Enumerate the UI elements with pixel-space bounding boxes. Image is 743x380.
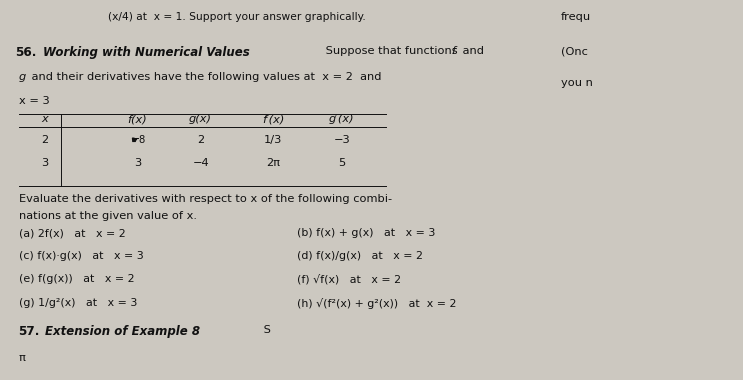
Text: 5: 5	[338, 158, 345, 168]
Text: Suppose that functions: Suppose that functions	[322, 46, 461, 56]
Text: (x/4) at  x = 1. Support your answer graphically.: (x/4) at x = 1. Support your answer grap…	[108, 12, 366, 22]
Text: Extension of Example 8: Extension of Example 8	[45, 325, 200, 338]
Text: f(x): f(x)	[128, 114, 147, 124]
Text: g′(x): g′(x)	[329, 114, 354, 124]
Text: 3: 3	[41, 158, 48, 168]
Text: 2π: 2π	[267, 158, 280, 168]
Text: x = 3: x = 3	[19, 96, 49, 106]
Text: and: and	[459, 46, 484, 56]
Text: −3: −3	[334, 135, 350, 145]
Text: 57.: 57.	[19, 325, 40, 338]
Text: g(x): g(x)	[189, 114, 212, 124]
Text: frequ: frequ	[561, 12, 591, 22]
Text: 56.: 56.	[15, 46, 36, 59]
Text: 2: 2	[41, 135, 48, 145]
Text: and their derivatives have the following values at  x = 2  and: and their derivatives have the following…	[28, 72, 382, 82]
Text: x: x	[41, 114, 48, 124]
Text: 1/3: 1/3	[265, 135, 282, 145]
Text: 3: 3	[134, 158, 141, 168]
Text: (g) 1/g²(x)   at   x = 3: (g) 1/g²(x) at x = 3	[19, 298, 137, 308]
Text: Working with Numerical Values: Working with Numerical Values	[43, 46, 250, 59]
Text: (d) f(x)/g(x)   at   x = 2: (d) f(x)/g(x) at x = 2	[297, 251, 423, 261]
Text: you n: you n	[561, 78, 593, 88]
Text: −4: −4	[192, 158, 209, 168]
Text: π: π	[19, 353, 25, 363]
Text: g: g	[19, 72, 26, 82]
Text: f: f	[451, 46, 455, 56]
Text: (Onc: (Onc	[561, 46, 588, 56]
Text: ☛8: ☛8	[130, 135, 145, 145]
Text: S: S	[260, 325, 271, 335]
Text: (h) √(f²(x) + g²(x))   at  x = 2: (h) √(f²(x) + g²(x)) at x = 2	[297, 298, 457, 309]
Text: Evaluate the derivatives with respect to x of the following combi-: Evaluate the derivatives with respect to…	[19, 194, 392, 204]
Text: 2: 2	[197, 135, 204, 145]
Text: (b) f(x) + g(x)   at   x = 3: (b) f(x) + g(x) at x = 3	[297, 228, 435, 238]
Text: f′(x): f′(x)	[262, 114, 285, 124]
Text: nations at the given value of x.: nations at the given value of x.	[19, 211, 197, 221]
Text: (e) f(g(x))   at   x = 2: (e) f(g(x)) at x = 2	[19, 274, 134, 284]
Text: (f) √f(x)   at   x = 2: (f) √f(x) at x = 2	[297, 274, 401, 285]
Text: (c) f(x)·g(x)   at   x = 3: (c) f(x)·g(x) at x = 3	[19, 251, 143, 261]
Text: (a) 2f(x)   at   x = 2: (a) 2f(x) at x = 2	[19, 228, 126, 238]
